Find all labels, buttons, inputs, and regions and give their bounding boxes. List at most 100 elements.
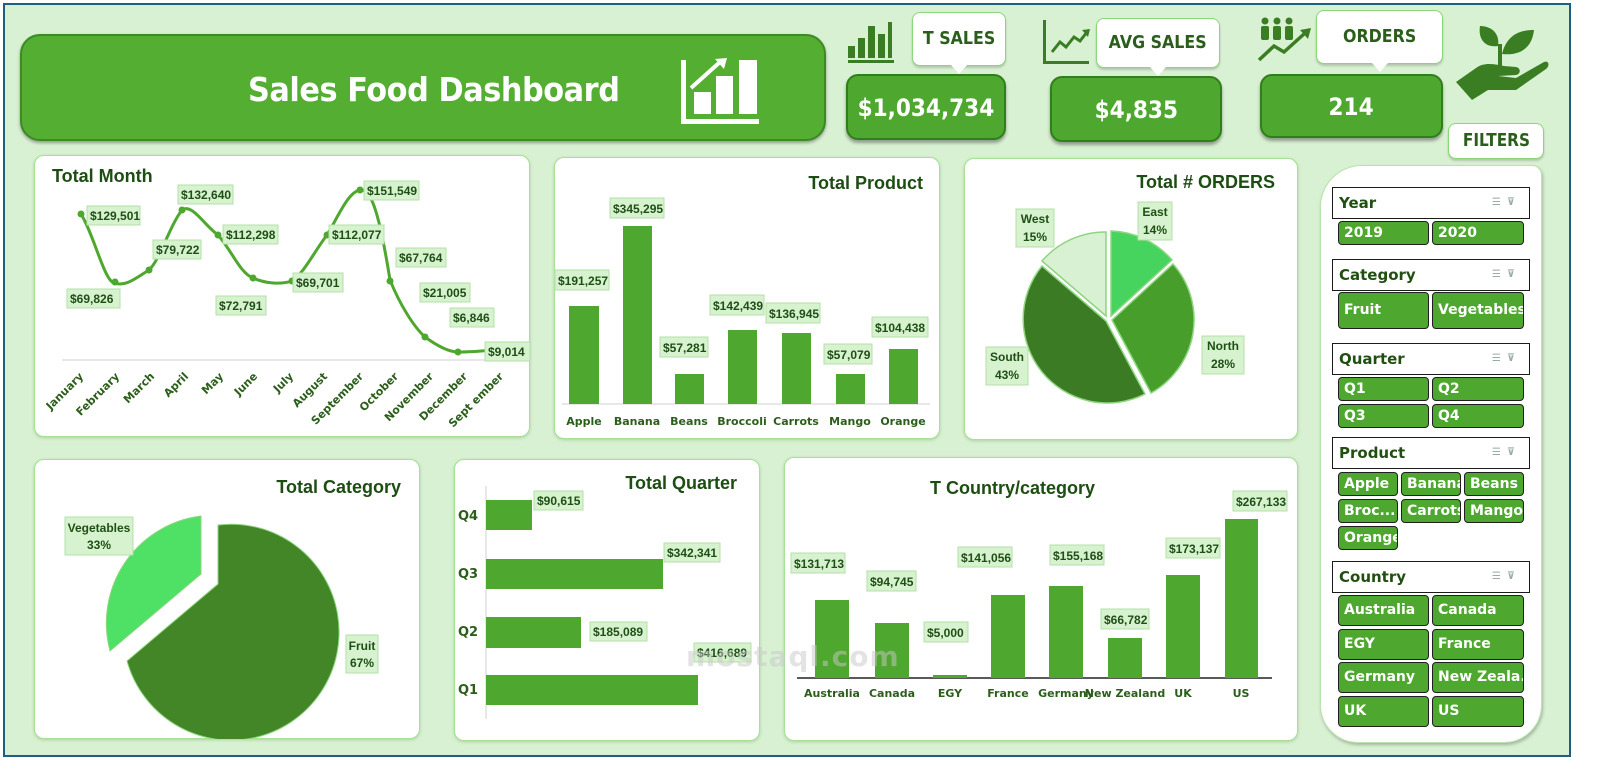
svg-text:$151,549: $151,549 — [367, 184, 417, 198]
slicer-item-france[interactable]: France — [1432, 629, 1524, 660]
chart-card-country-category: T Country/category — [784, 457, 1298, 741]
svg-text:Canada: Canada — [869, 687, 915, 700]
bar-chart-total-quarter: Q4 Q3 Q2 Q1 $90,615 $342,341 $185,089 $4… — [458, 486, 752, 719]
slicer-item-q4[interactable]: Q4 — [1432, 404, 1524, 428]
clear-filter-icon[interactable]: ⊽ — [1506, 353, 1521, 364]
svg-text:March: March — [121, 370, 157, 406]
multi-select-icon[interactable]: ☰ — [1491, 571, 1507, 582]
svg-text:$141,056: $141,056 — [961, 551, 1011, 565]
slicer-item-germany[interactable]: Germany — [1338, 662, 1429, 693]
svg-text:$69,701: $69,701 — [296, 276, 340, 290]
svg-text:$112,298: $112,298 — [226, 228, 276, 242]
pie-chart-total-orders: East 14% North 28% South 43% West 15% — [985, 201, 1245, 404]
svg-text:15%: 15% — [1023, 230, 1047, 244]
slicer-item-q2[interactable]: Q2 — [1432, 377, 1524, 401]
svg-text:Germany: Germany — [1038, 687, 1094, 700]
slicer-item-beans[interactable]: Beans — [1464, 472, 1524, 496]
slicer-item-broccoli[interactable]: Broc... — [1338, 499, 1398, 523]
hand-plant-icon — [1456, 26, 1549, 100]
multi-select-icon[interactable]: ☰ — [1491, 447, 1507, 458]
kpi-value-total-sales: $1,034,734 — [846, 74, 1006, 140]
bar-chart-growth-icon — [681, 58, 759, 124]
svg-text:Q1: Q1 — [458, 683, 478, 698]
data-labels: $129,501 $69,826 $79,722 $132,640 $112,2… — [66, 180, 531, 362]
svg-text:$142,439: $142,439 — [713, 299, 763, 313]
svg-text:$104,438: $104,438 — [875, 321, 925, 335]
svg-text:$136,945: $136,945 — [769, 307, 819, 321]
slicer-item-orange[interactable]: Orange — [1338, 526, 1398, 550]
slicer-item-fruit[interactable]: Fruit — [1338, 292, 1429, 329]
multi-select-icon[interactable]: ☰ — [1491, 197, 1507, 208]
slicer-item-apple[interactable]: Apple — [1338, 472, 1398, 496]
clear-filter-icon[interactable]: ⊽ — [1506, 447, 1521, 458]
kpi-label-total-sales: T SALES — [912, 12, 1006, 74]
slicer-item-mango[interactable]: Mango — [1464, 499, 1524, 523]
svg-text:$79,722: $79,722 — [156, 243, 200, 257]
slicer-item-egy[interactable]: EGY — [1338, 629, 1429, 660]
slicer-item-carrots[interactable]: Carrots — [1401, 499, 1461, 523]
x-axis-labels: January February March April May June Ju… — [43, 370, 507, 431]
slicer-item-q3[interactable]: Q3 — [1338, 404, 1429, 428]
svg-text:Orange: Orange — [880, 415, 925, 428]
chart-title: Total Quarter — [625, 473, 737, 493]
svg-text:Q2: Q2 — [458, 625, 478, 640]
svg-text:Mango: Mango — [829, 415, 871, 428]
svg-text:April: April — [161, 370, 191, 400]
svg-text:Fruit: Fruit — [349, 639, 376, 653]
slicer-item-canada[interactable]: Canada — [1432, 595, 1524, 626]
svg-text:Banana: Banana — [614, 415, 660, 428]
slicer-item-vegetables[interactable]: Vegetables — [1432, 292, 1524, 329]
clear-filter-icon[interactable]: ⊽ — [1506, 571, 1521, 582]
svg-text:$6,846: $6,846 — [453, 311, 490, 325]
slicer-year: Year ☰⊽ — [1332, 187, 1530, 219]
svg-text:$69,826: $69,826 — [70, 292, 114, 306]
multi-select-icon[interactable]: ☰ — [1491, 269, 1507, 280]
svg-text:$9,014: $9,014 — [488, 345, 525, 359]
kpi-value-avg-sales: $4,835 — [1050, 76, 1222, 142]
kpi-value-orders: 214 — [1260, 74, 1443, 138]
svg-text:43%: 43% — [995, 368, 1019, 382]
people-growth-icon — [1257, 17, 1311, 62]
svg-text:$66,782: $66,782 — [1104, 613, 1148, 627]
slicer-item-q1[interactable]: Q1 — [1338, 377, 1429, 401]
slicer-item-new-zealand[interactable]: New Zeala... — [1432, 662, 1524, 693]
slicer-category: Category ☰⊽ — [1332, 259, 1530, 291]
svg-text:14%: 14% — [1143, 223, 1167, 237]
slicer-item-2020[interactable]: 2020 — [1432, 221, 1524, 245]
svg-text:$129,501: $129,501 — [90, 209, 140, 223]
svg-text:July: July — [270, 370, 296, 396]
svg-text:US: US — [1233, 687, 1250, 700]
slicer-item-uk[interactable]: UK — [1338, 696, 1429, 727]
kpi-label-avg-sales: AVG SALES — [1096, 18, 1220, 76]
svg-text:June: June — [231, 370, 260, 399]
slicer-country: Country ☰⊽ — [1332, 561, 1530, 593]
svg-text:Apple: Apple — [566, 415, 602, 428]
line-chart-up-icon — [1043, 20, 1090, 64]
svg-text:Broccoli: Broccoli — [717, 415, 767, 428]
svg-text:Q3: Q3 — [458, 567, 478, 582]
svg-text:33%: 33% — [87, 538, 111, 552]
slicer-item-us[interactable]: US — [1432, 696, 1524, 727]
kpi-label-orders: ORDERS — [1316, 10, 1443, 72]
title-banner: Sales Food Dashboard — [20, 34, 826, 141]
slicer-quarter: Quarter ☰⊽ — [1332, 343, 1530, 375]
svg-text:North: North — [1207, 339, 1239, 353]
multi-select-icon[interactable]: ☰ — [1491, 353, 1507, 364]
svg-text:$191,257: $191,257 — [558, 274, 608, 288]
bar-chart-icon — [848, 22, 894, 63]
filters-label: FILTERS — [1448, 123, 1544, 159]
svg-text:$57,079: $57,079 — [827, 348, 871, 362]
svg-text:EGY: EGY — [938, 687, 963, 700]
svg-text:$5,000: $5,000 — [927, 626, 964, 640]
chart-title: Total # ORDERS — [1136, 172, 1275, 192]
svg-text:Carrots: Carrots — [773, 415, 819, 428]
bar-chart-country-category: $131,713 $94,745 $5,000 $141,056 $155,16… — [790, 490, 1288, 700]
clear-filter-icon[interactable]: ⊽ — [1506, 269, 1521, 280]
svg-text:Q4: Q4 — [458, 509, 478, 524]
slicer-item-banana[interactable]: Banana — [1401, 472, 1461, 496]
slicer-item-australia[interactable]: Australia — [1338, 595, 1429, 626]
svg-text:$90,615: $90,615 — [537, 494, 581, 508]
clear-filter-icon[interactable]: ⊽ — [1506, 197, 1521, 208]
chart-title: Total Product — [808, 173, 923, 193]
slicer-item-2019[interactable]: 2019 — [1338, 221, 1429, 245]
